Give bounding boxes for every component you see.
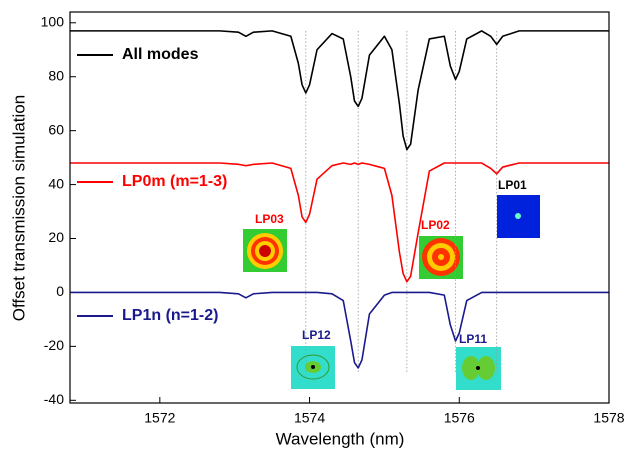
x-tick-label: 1572: [144, 410, 175, 426]
inset-lp11: [456, 347, 501, 390]
y-tick-label: 100: [41, 13, 65, 29]
x-axis-title: Wavelength (nm): [276, 429, 405, 448]
series-line: [70, 291, 609, 369]
series-line: [70, 162, 609, 283]
inset-lp02: [419, 236, 463, 279]
inset-label: LP12: [302, 328, 331, 342]
inset-label: LP11: [459, 332, 487, 346]
y-tick-label: 0: [56, 283, 64, 299]
y-axis-title: Offset transmission simulation: [9, 95, 28, 321]
legend-label: LP1n (n=1-2): [122, 307, 218, 324]
series-line: [70, 30, 609, 151]
x-tick-label: 1576: [444, 410, 475, 426]
inset-label: LP03: [255, 212, 284, 226]
y-tick-label: 60: [48, 121, 64, 137]
inset-lp12: [291, 346, 335, 389]
y-tick-label: 80: [48, 67, 64, 83]
inset-label: LP01: [498, 178, 527, 192]
y-tick-label: 20: [48, 229, 64, 245]
plot-frame: [69, 11, 610, 404]
inset-lp03: [243, 229, 287, 272]
x-tick-label: 1574: [294, 410, 325, 426]
inset-lp01: [497, 195, 540, 238]
y-tick-label: -20: [44, 337, 64, 353]
inset-label: LP02: [421, 218, 450, 232]
mode-insets: [243, 195, 540, 390]
y-tick-label: 40: [48, 175, 64, 191]
legend-label: All modes: [122, 46, 199, 63]
x-tick-label: 1578: [593, 410, 624, 426]
y-tick-label: -40: [44, 391, 64, 407]
legend-label: LP0m (m=1-3): [122, 173, 227, 190]
